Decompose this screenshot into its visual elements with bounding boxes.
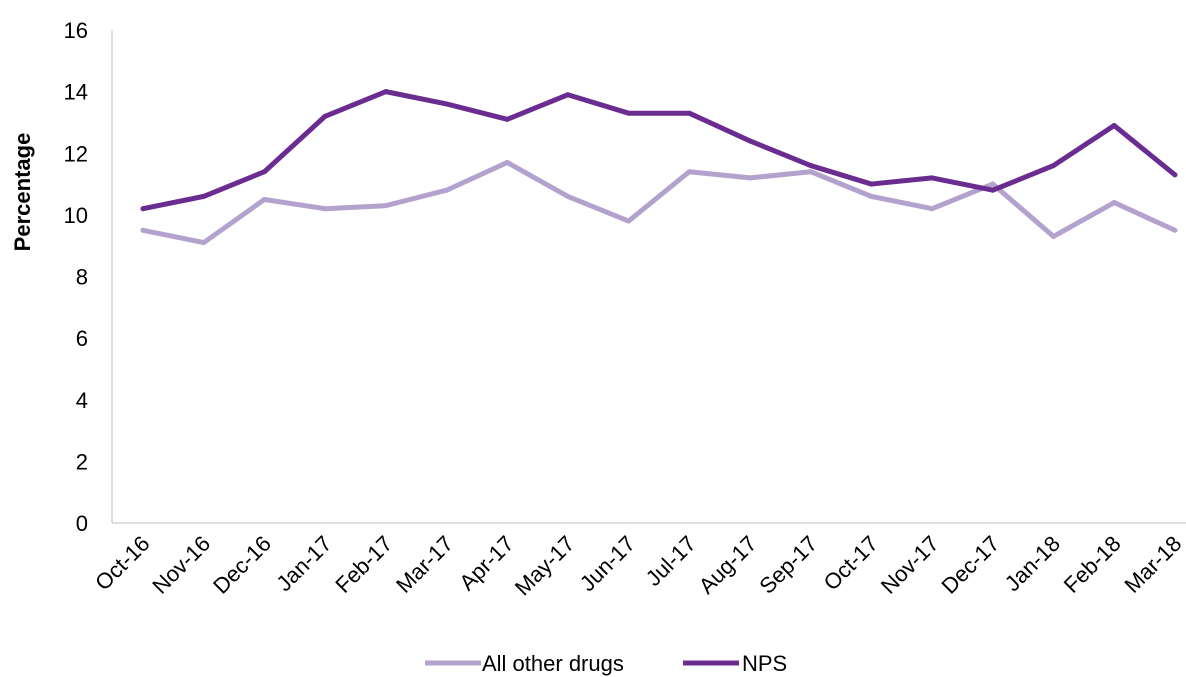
x-tick-label: Feb-18 bbox=[1059, 531, 1126, 598]
data-point bbox=[504, 116, 510, 122]
data-point bbox=[868, 193, 874, 199]
y-tick-label: 0 bbox=[76, 511, 88, 536]
data-point bbox=[686, 169, 692, 175]
y-tick-label: 16 bbox=[64, 18, 88, 43]
y-tick-labels: 0 2 4 6 8 10 12 14 16 bbox=[64, 18, 88, 536]
x-tick-label: Sep-17 bbox=[754, 531, 822, 599]
series-line-1 bbox=[140, 89, 1178, 212]
y-tick-label: 6 bbox=[76, 326, 88, 351]
legend-label-0: All other drugs bbox=[482, 651, 624, 676]
x-tick-label: Nov-17 bbox=[876, 531, 944, 599]
data-point bbox=[686, 110, 692, 116]
data-point bbox=[808, 169, 814, 175]
x-tick-label: Jan-18 bbox=[1000, 531, 1065, 596]
data-point bbox=[808, 163, 814, 169]
data-point bbox=[929, 206, 935, 212]
data-point bbox=[990, 187, 996, 193]
data-point bbox=[322, 113, 328, 119]
data-point bbox=[626, 218, 632, 224]
data-point bbox=[1051, 233, 1056, 239]
data-point bbox=[201, 240, 207, 246]
x-tick-label: Jun-17 bbox=[575, 531, 640, 596]
x-tick-label: Mar-17 bbox=[391, 531, 458, 598]
y-tick-label: 2 bbox=[76, 449, 88, 474]
data-point bbox=[444, 101, 449, 107]
x-tick-label: Apr-17 bbox=[454, 531, 518, 595]
data-point bbox=[322, 206, 328, 212]
x-tick-label: May-17 bbox=[510, 531, 580, 601]
chart-axes bbox=[111, 30, 1186, 524]
y-tick-label: 8 bbox=[76, 265, 88, 290]
series-line-0 bbox=[140, 159, 1178, 246]
data-point bbox=[504, 159, 510, 165]
data-point bbox=[626, 110, 632, 116]
y-tick-label: 12 bbox=[64, 141, 88, 166]
data-point bbox=[261, 196, 267, 202]
data-point bbox=[868, 181, 874, 187]
x-tick-label: Feb-17 bbox=[330, 531, 397, 598]
data-point bbox=[1111, 123, 1117, 129]
legend: All other drugs NPS bbox=[425, 651, 787, 676]
data-point bbox=[383, 89, 389, 95]
legend-label-1: NPS bbox=[742, 651, 787, 676]
y-tick-label: 4 bbox=[76, 388, 88, 413]
data-point bbox=[261, 169, 267, 175]
data-point bbox=[140, 206, 146, 212]
x-tick-label: Nov-16 bbox=[147, 531, 215, 599]
x-tick-label: Jul-17 bbox=[641, 531, 701, 591]
x-tick-label: Oct-17 bbox=[819, 531, 883, 595]
y-axis-title: Percentage bbox=[10, 133, 35, 252]
data-point bbox=[747, 138, 753, 144]
x-tick-label: Mar-18 bbox=[1119, 531, 1186, 598]
x-tick-label: Jan-17 bbox=[271, 531, 336, 596]
data-point bbox=[929, 175, 935, 181]
data-point bbox=[1172, 172, 1178, 178]
data-point bbox=[565, 92, 571, 98]
y-tick-label: 10 bbox=[64, 203, 88, 228]
x-tick-label: Oct-16 bbox=[90, 531, 154, 595]
data-point bbox=[1111, 200, 1117, 206]
x-tick-label: Dec-17 bbox=[937, 531, 1005, 599]
y-tick-label: 14 bbox=[64, 80, 88, 105]
data-point bbox=[1051, 163, 1056, 169]
data-point bbox=[201, 193, 207, 199]
x-tick-label: Aug-17 bbox=[694, 531, 762, 599]
series-lines bbox=[140, 89, 1178, 246]
data-point bbox=[1172, 227, 1178, 233]
data-point bbox=[747, 175, 753, 181]
data-point bbox=[383, 203, 389, 209]
x-tick-label: Dec-16 bbox=[208, 531, 276, 599]
data-point bbox=[990, 181, 996, 187]
data-point bbox=[140, 227, 146, 233]
data-point bbox=[444, 187, 449, 193]
data-point bbox=[565, 193, 571, 199]
x-tick-labels: Oct-16Nov-16Dec-16Jan-17Feb-17Mar-17Apr-… bbox=[90, 531, 1186, 601]
